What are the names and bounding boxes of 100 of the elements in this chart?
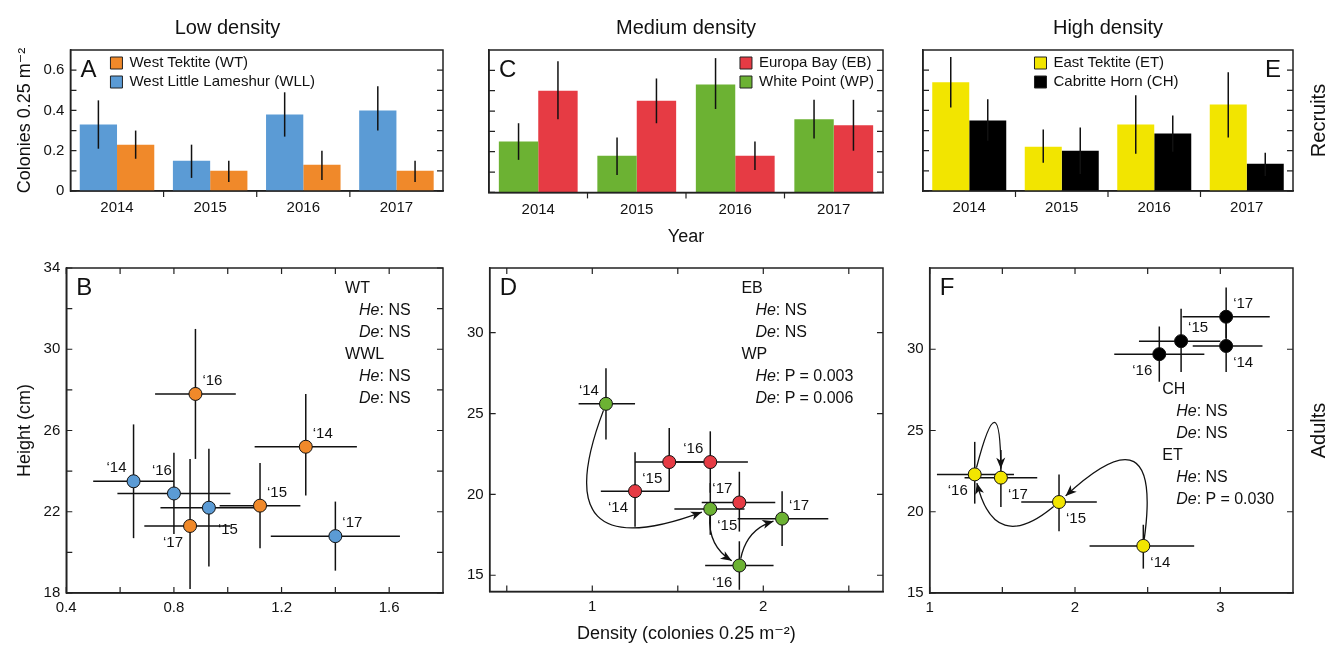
x-tick-label: 2016: [718, 199, 752, 217]
annotation: WWL: [345, 345, 385, 363]
legend-label: Cabritte Horn (CH): [1053, 72, 1179, 90]
y-tick-label: 20: [467, 484, 484, 502]
annotation: A: [80, 54, 97, 82]
x-tick-label: 3: [1216, 598, 1225, 616]
chart-title: High density: [1052, 15, 1164, 38]
annotation: WT: [345, 279, 371, 297]
annotation: He: P = 0.003: [755, 367, 854, 385]
x-tick-label: 2015: [620, 199, 654, 217]
annotation: ‘15: [267, 482, 288, 500]
x-tick-label: 0.8: [163, 598, 185, 616]
annotation: ‘14: [1233, 353, 1254, 370]
annotation: He: NS: [359, 367, 411, 385]
annotation: ‘16: [683, 439, 704, 457]
x-tick-label: 2: [1070, 598, 1080, 616]
y-tick-label: 0.6: [43, 60, 65, 78]
x-tick-label: 2017: [379, 198, 414, 216]
legend-label: White Point (WP): [758, 72, 875, 90]
annotation: ‘17: [342, 513, 363, 531]
annotation: He: NS: [359, 301, 411, 319]
x-tick-label: 2015: [1045, 198, 1079, 216]
annotation: ‘17: [1007, 484, 1028, 502]
annotation: ET: [1162, 446, 1183, 464]
annotation: ‘17: [163, 532, 184, 550]
y-tick-label: 20: [907, 501, 924, 519]
annotation: De: NS: [359, 389, 411, 407]
annotation: WP: [741, 345, 768, 363]
x-tick-label: 1.6: [378, 598, 400, 616]
x-tick-label: 2: [759, 596, 768, 614]
y-tick-label: 34: [43, 258, 61, 276]
x-tick-label: 2014: [100, 198, 134, 216]
y-tick-label: 0: [56, 181, 65, 199]
annotation: ‘16: [1132, 361, 1153, 379]
x-tick-label: 2017: [1230, 198, 1264, 216]
x-tick-label: 2014: [952, 198, 986, 216]
x-tick-label: 2015: [193, 198, 227, 216]
y-tick-label: 22: [43, 501, 61, 519]
y-tick-label: 0.4: [43, 100, 65, 118]
legend-label: West Little Lameshur (WLL): [129, 72, 316, 90]
annotation: ‘15: [717, 515, 738, 533]
y-tick-label: 26: [43, 420, 61, 438]
y-tick-label: 0.2: [43, 140, 65, 158]
y-axis-title: Colonies 0.25 m⁻²: [13, 47, 34, 194]
annotation: De: P = 0.030: [1176, 490, 1275, 508]
annotation: ‘14: [106, 458, 127, 476]
annotation: He: NS: [1176, 402, 1228, 420]
annotation: ‘14: [1150, 552, 1171, 570]
x-tick-label: 2016: [286, 198, 320, 216]
annotation: ‘16: [947, 481, 968, 499]
x-axis-title: Density (colonies 0.25 m⁻²): [577, 623, 796, 644]
x-tick-label: 2014: [521, 199, 555, 217]
annotation: ‘17: [789, 495, 810, 513]
y-tick-label: 30: [467, 322, 484, 340]
text: Adults: [1306, 402, 1329, 459]
y-tick-label: 25: [467, 403, 484, 421]
chart-title: Low density: [174, 15, 281, 38]
x-tick-label: 2017: [817, 199, 851, 217]
annotation: ‘15: [1188, 318, 1209, 336]
x-tick-label: 0.4: [55, 598, 77, 616]
legend-label: West Tektite (WT): [129, 53, 249, 71]
legend-label: Europa Bay (EB): [758, 53, 872, 71]
annotation: EB: [741, 279, 763, 297]
text: Recruits: [1306, 83, 1329, 158]
y-tick-label: 30: [43, 339, 61, 357]
annotation: CH: [1162, 380, 1186, 398]
annotation: De: P = 0.006: [755, 389, 854, 407]
x-tick-label: 2016: [1137, 198, 1171, 216]
legend-label: East Tektite (ET): [1053, 53, 1165, 71]
x-tick-label: 1: [588, 596, 597, 614]
annotation: ‘14: [312, 423, 333, 441]
annotation: E: [1264, 54, 1281, 82]
annotation: ‘17: [1233, 293, 1254, 311]
x-tick-label: 1.2: [271, 598, 292, 616]
x-tick-label: 1: [925, 598, 934, 616]
annotation: D: [499, 272, 518, 300]
annotation: C: [499, 54, 517, 82]
annotation: F: [939, 272, 955, 300]
annotation: ‘15: [1066, 509, 1087, 526]
annotation: B: [76, 272, 93, 300]
y-tick-label: 18: [43, 583, 61, 601]
y-tick-label: 30: [907, 339, 924, 357]
annotation: ‘17: [712, 479, 733, 497]
annotation: He: NS: [1176, 468, 1228, 486]
annotation: ‘16: [202, 370, 223, 388]
annotation: ‘14: [578, 380, 599, 398]
annotation: He: NS: [755, 301, 807, 319]
chart-title: Medium density: [615, 15, 757, 38]
y-tick-label: 15: [467, 565, 484, 583]
annotation: ‘14: [608, 498, 629, 516]
annotation: ‘16: [712, 572, 733, 590]
annotation: ‘15: [217, 519, 238, 537]
annotation: ‘15: [642, 469, 663, 487]
x-axis-title: Year: [667, 226, 705, 247]
y-tick-label: 25: [907, 420, 924, 438]
annotation: De: NS: [1176, 424, 1228, 442]
y-tick-label: 15: [907, 583, 924, 601]
annotation: De: NS: [359, 323, 411, 341]
y-axis-title: Height (cm): [13, 383, 34, 478]
annotation: ‘16: [151, 461, 172, 479]
